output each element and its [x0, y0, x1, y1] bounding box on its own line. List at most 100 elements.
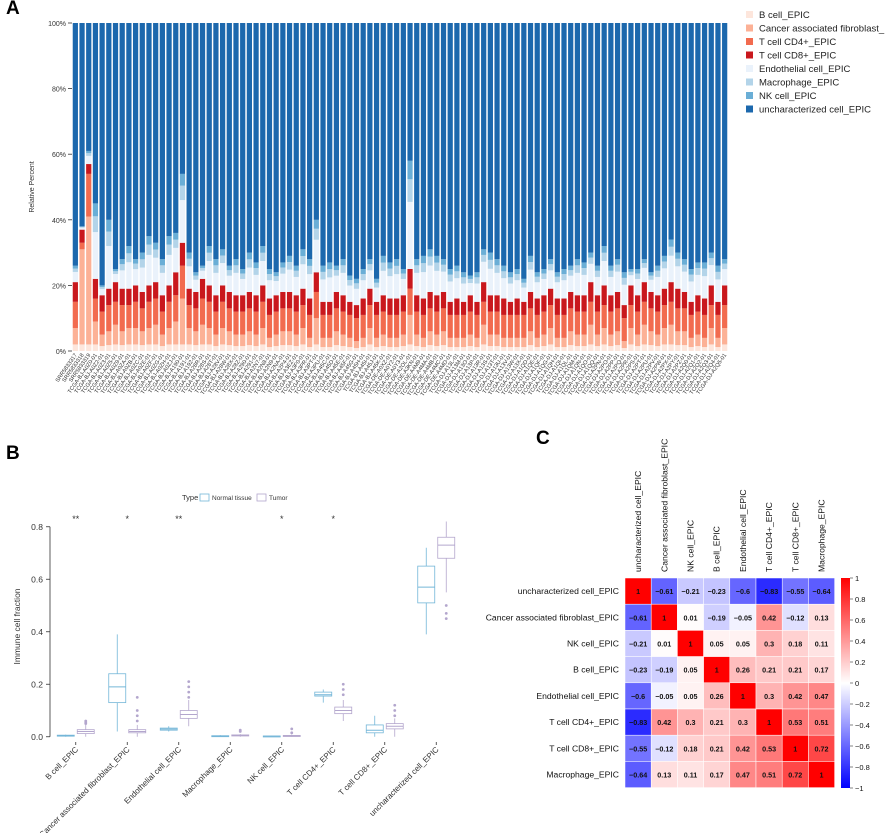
bar-segment: [534, 347, 540, 351]
bar-segment: [648, 279, 654, 292]
bar-segment: [501, 271, 507, 279]
bar-segment: [554, 298, 560, 315]
bar-segment: [621, 23, 627, 273]
heatmap-value: −0.21: [629, 640, 647, 649]
bar-segment: [394, 337, 400, 348]
bar-segment: [112, 324, 119, 345]
bar-segment: [460, 272, 467, 278]
bar-segment: [293, 23, 299, 266]
bar-segment: [594, 311, 601, 335]
bar-segment: [628, 269, 634, 272]
heatmap-cell: [624, 656, 652, 684]
bar-segment: [106, 245, 112, 289]
bar-segment: [179, 173, 186, 186]
bar-segment: [86, 216, 92, 345]
bar-segment: [246, 345, 252, 351]
bar-segment: [373, 287, 380, 302]
bar-segment: [213, 334, 219, 347]
bar-segment: [440, 259, 447, 265]
bar-segment: [347, 314, 353, 338]
bar-segment: [635, 311, 641, 335]
bar-segment: [146, 23, 152, 237]
bar-segment: [387, 314, 393, 338]
bar-segment: [360, 347, 366, 351]
column-label: uncharacterized cell_EPIC: [633, 471, 643, 572]
bar-segment: [655, 295, 661, 312]
bar-segment: [333, 291, 340, 309]
bar-segment: [327, 314, 333, 338]
bar-segment: [394, 274, 400, 299]
bar-segment: [146, 344, 152, 351]
bar-segment: [280, 308, 286, 332]
bar-segment: [333, 270, 340, 276]
box-outlier: [135, 695, 139, 699]
bar-segment: [427, 291, 433, 309]
bar-segment: [668, 246, 674, 256]
bar-segment: [695, 262, 701, 269]
bar-segment: [454, 298, 460, 315]
bar-segment: [588, 324, 594, 345]
box-body: [314, 691, 333, 697]
colorbar-tick-label: 1: [855, 574, 859, 583]
bar-segment: [708, 258, 714, 266]
bar-segment: [119, 270, 125, 289]
box-outlier: [393, 714, 397, 718]
box-outlier: [135, 714, 139, 718]
bar-segment: [695, 311, 701, 335]
legend-label: T cell CD4+_EPIC: [759, 37, 836, 48]
bar-segment: [601, 252, 607, 261]
bar-segment: [139, 308, 145, 332]
bar-segment: [400, 278, 406, 296]
bar-segment: [327, 337, 333, 348]
bar-segment: [554, 337, 560, 348]
bar-segment: [347, 301, 353, 315]
box-outlier: [135, 719, 139, 723]
bar-segment: [574, 23, 580, 260]
bar-segment: [621, 284, 627, 306]
legend-label: Endothelial cell_EPIC: [759, 64, 850, 75]
bar-segment: [460, 277, 467, 284]
bar-segment: [708, 23, 714, 253]
bar-segment: [193, 291, 199, 309]
bar-segment: [628, 271, 634, 276]
bar-segment: [614, 291, 621, 309]
heatmap-value: −0.55: [786, 587, 804, 596]
bar-segment: [220, 285, 226, 302]
bar-segment: [146, 328, 152, 345]
bar-segment: [447, 347, 453, 351]
box-body: [108, 673, 127, 704]
bar-segment: [307, 337, 313, 348]
significance-mark: **: [175, 514, 183, 524]
bar-segment: [561, 280, 567, 299]
bar-segment: [434, 255, 440, 263]
heatmap-cell: [650, 761, 678, 788]
bar-segment: [313, 291, 319, 319]
bar-segment: [715, 279, 721, 302]
bar-segment: [434, 23, 440, 256]
heatmap-cell: [729, 708, 757, 736]
bar-segment: [514, 280, 520, 299]
bar-segment: [407, 23, 413, 161]
bar-segment: [394, 298, 400, 315]
bar-segment: [420, 263, 427, 273]
bar-segment: [507, 277, 514, 284]
bar-segment: [72, 271, 78, 283]
bar-segment: [695, 295, 701, 312]
bar-segment: [360, 280, 366, 299]
bar-segment: [574, 265, 580, 273]
box-outlier: [84, 719, 88, 723]
bar-segment: [387, 262, 393, 269]
heatmap-cell: [781, 734, 809, 762]
heatmap-value: 0.3: [738, 718, 748, 727]
heatmap-cell: [755, 630, 783, 657]
heatmap-value: 1: [741, 692, 745, 701]
bar-segment: [79, 242, 85, 250]
bar-segment: [527, 23, 534, 256]
bar-segment: [701, 262, 708, 269]
bar-segment: [112, 282, 119, 302]
bar-segment: [467, 278, 473, 284]
box-outlier: [393, 703, 397, 707]
bar-segment: [300, 264, 306, 289]
heatmap-cell: [624, 761, 652, 788]
bar-segment: [474, 272, 480, 278]
